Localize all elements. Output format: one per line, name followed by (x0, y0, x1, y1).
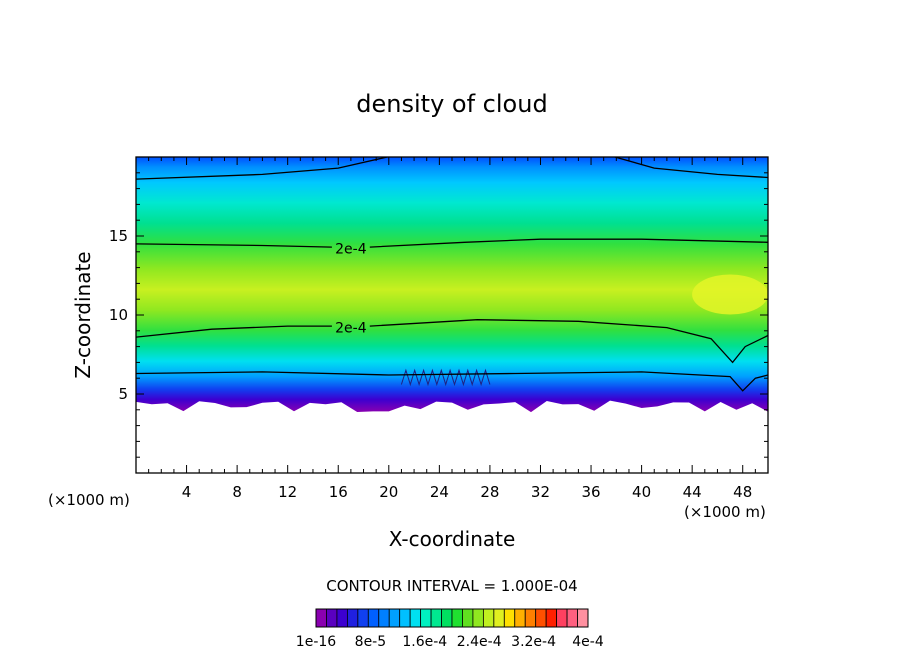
x-tick-label: 48 (733, 483, 752, 501)
y-axis-ticks: 5 10 15 (109, 172, 768, 458)
x-axis-label: X-coordinate (389, 527, 516, 551)
x-tick-label: 28 (480, 483, 499, 501)
colorbar-swatch (409, 608, 422, 628)
colorbar-swatch (524, 608, 537, 628)
x-tick-label: 32 (531, 483, 550, 501)
colorbar-swatch (367, 608, 380, 628)
colorbar-tick-label: 1.6e-4 (402, 634, 447, 650)
x-tick-label: 8 (232, 483, 242, 501)
contour-label: 2e-4 (335, 242, 367, 258)
colorbar-swatch (451, 608, 463, 628)
y-tick-label: 5 (118, 385, 128, 403)
y-axis-label: Z-coordinate (71, 251, 95, 378)
colorbar-swatch (462, 608, 474, 628)
colorbar-swatch (326, 608, 338, 628)
colorbar-swatch (430, 608, 442, 628)
colorbar-tick-label: 8e-5 (355, 634, 386, 650)
contour-top-left (136, 157, 391, 180)
colorbar-tick-label: 3.2e-4 (511, 634, 556, 650)
y-tick-label: 15 (109, 227, 128, 245)
x-unit-right: (×1000 m) (684, 503, 766, 521)
colorbar-tick-label: 4e-4 (572, 634, 604, 650)
colorbar-swatch (357, 608, 369, 628)
contour-interval: CONTOUR INTERVAL = 1.000E-04 (326, 577, 577, 595)
colorbar-swatch (441, 608, 453, 628)
x-tick-label: 36 (581, 483, 600, 501)
contour-label: 2e-4 (335, 321, 367, 337)
colorbar-tick-label: 2.4e-4 (457, 634, 502, 650)
colorbar-swatch (346, 608, 359, 628)
colorbar-swatch (503, 608, 516, 628)
colorbar-swatch (566, 608, 578, 628)
density-field (136, 157, 768, 413)
x-tick-label: 12 (278, 483, 297, 501)
colorbar-tick-label: 1e-16 (296, 634, 336, 650)
colorbar-swatch (545, 608, 558, 628)
colorbar-swatch (556, 608, 568, 628)
x-axis-ticks: 4 8 12 16 20 24 28 32 36 40 44 48 (148, 157, 756, 501)
contour-upper-a (136, 243, 332, 248)
contour-base (136, 371, 768, 392)
colorbar-swatch (535, 608, 547, 628)
colorbar-swatch (420, 608, 432, 628)
colorbar-swatch (388, 608, 401, 628)
contour-lower-b (369, 319, 768, 364)
colorbar-frame (315, 608, 589, 628)
x-unit-left: (×1000 m) (48, 491, 130, 509)
colorbar-swatch (577, 608, 589, 628)
colorbar: 1e-16 8e-5 1.6e-4 2.4e-4 3.2e-4 4e-4 (296, 608, 604, 650)
x-tick-label: 4 (182, 483, 192, 501)
colorbar-swatch (514, 608, 526, 628)
colorbar-swatch (493, 608, 505, 628)
x-tick-label: 24 (430, 483, 449, 501)
x-tick-label: 16 (329, 483, 348, 501)
x-tick-label: 20 (379, 483, 398, 501)
colorbar-swatch (472, 608, 484, 628)
y-tick-label: 10 (109, 306, 128, 324)
chart-title: density of cloud (356, 90, 547, 118)
colorbar-swatch (482, 608, 495, 628)
x-tick-label: 40 (632, 483, 651, 501)
density-maximum (692, 274, 768, 315)
colorbar-swatch (315, 608, 327, 628)
colorbar-swatch (399, 608, 411, 628)
colorbar-swatch (378, 608, 390, 628)
contour-lower-a (136, 325, 332, 338)
colorbar-swatch (336, 608, 348, 628)
plot-area: 2e-4 2e-4 (135, 156, 769, 474)
x-tick-label: 44 (683, 483, 702, 501)
contour-upper-b (369, 238, 768, 248)
